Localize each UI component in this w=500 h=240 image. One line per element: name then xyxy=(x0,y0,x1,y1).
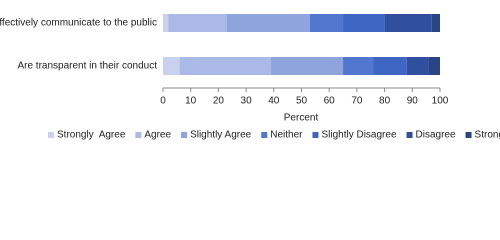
legend-label: Disagree xyxy=(416,130,456,141)
bar-segment xyxy=(168,14,227,32)
x-tick-label: 0 xyxy=(160,96,166,107)
bar-segment xyxy=(428,57,440,75)
x-tick-label: 30 xyxy=(241,96,253,107)
legend-label: Neither xyxy=(270,130,303,141)
legend-label: Slightly Agree xyxy=(190,130,252,141)
bar-segment xyxy=(226,14,310,32)
bar-segment xyxy=(384,14,432,32)
bar-segment xyxy=(431,14,440,32)
y-tick-label: Are transparent in their conduct xyxy=(17,61,157,72)
legend-swatch xyxy=(261,132,268,138)
bar-segment xyxy=(343,57,374,75)
x-tick-label: 80 xyxy=(379,96,391,107)
x-tick-label: 70 xyxy=(351,96,363,107)
legend-swatch xyxy=(406,132,413,138)
x-axis-title: Percent xyxy=(284,113,319,124)
bar-segment xyxy=(271,57,344,75)
bar-segment xyxy=(343,14,385,32)
x-tick-label: 50 xyxy=(296,96,308,107)
x-tick-label: 90 xyxy=(407,96,419,107)
x-tick-label: 60 xyxy=(324,96,336,107)
bar-segment xyxy=(309,14,344,32)
x-tick-label: 40 xyxy=(268,96,280,107)
bar-segment xyxy=(163,57,180,75)
legend-label: Strongly Disagree xyxy=(475,130,500,141)
x-tick-label: 20 xyxy=(213,96,225,107)
legend-label: Agree xyxy=(144,130,171,141)
legend-swatch xyxy=(135,132,142,138)
legend-swatch xyxy=(465,132,472,138)
bar-segment xyxy=(179,57,272,75)
legend-label: Slightly Disagree xyxy=(321,130,396,141)
x-tick-label: 10 xyxy=(185,96,197,107)
chart: Percent Effectively communicate to the p… xyxy=(0,14,500,141)
legend-label: Strongly Agree xyxy=(57,130,126,141)
x-tick-label: 100 xyxy=(432,96,449,107)
y-tick-label: Effectively communicate to the public xyxy=(0,18,157,29)
legend-swatch xyxy=(181,132,188,138)
bar-segment xyxy=(406,57,429,75)
bar-segment xyxy=(373,57,407,75)
legend-swatch xyxy=(312,132,319,138)
legend-swatch xyxy=(48,132,54,138)
bar-segment xyxy=(163,14,169,32)
